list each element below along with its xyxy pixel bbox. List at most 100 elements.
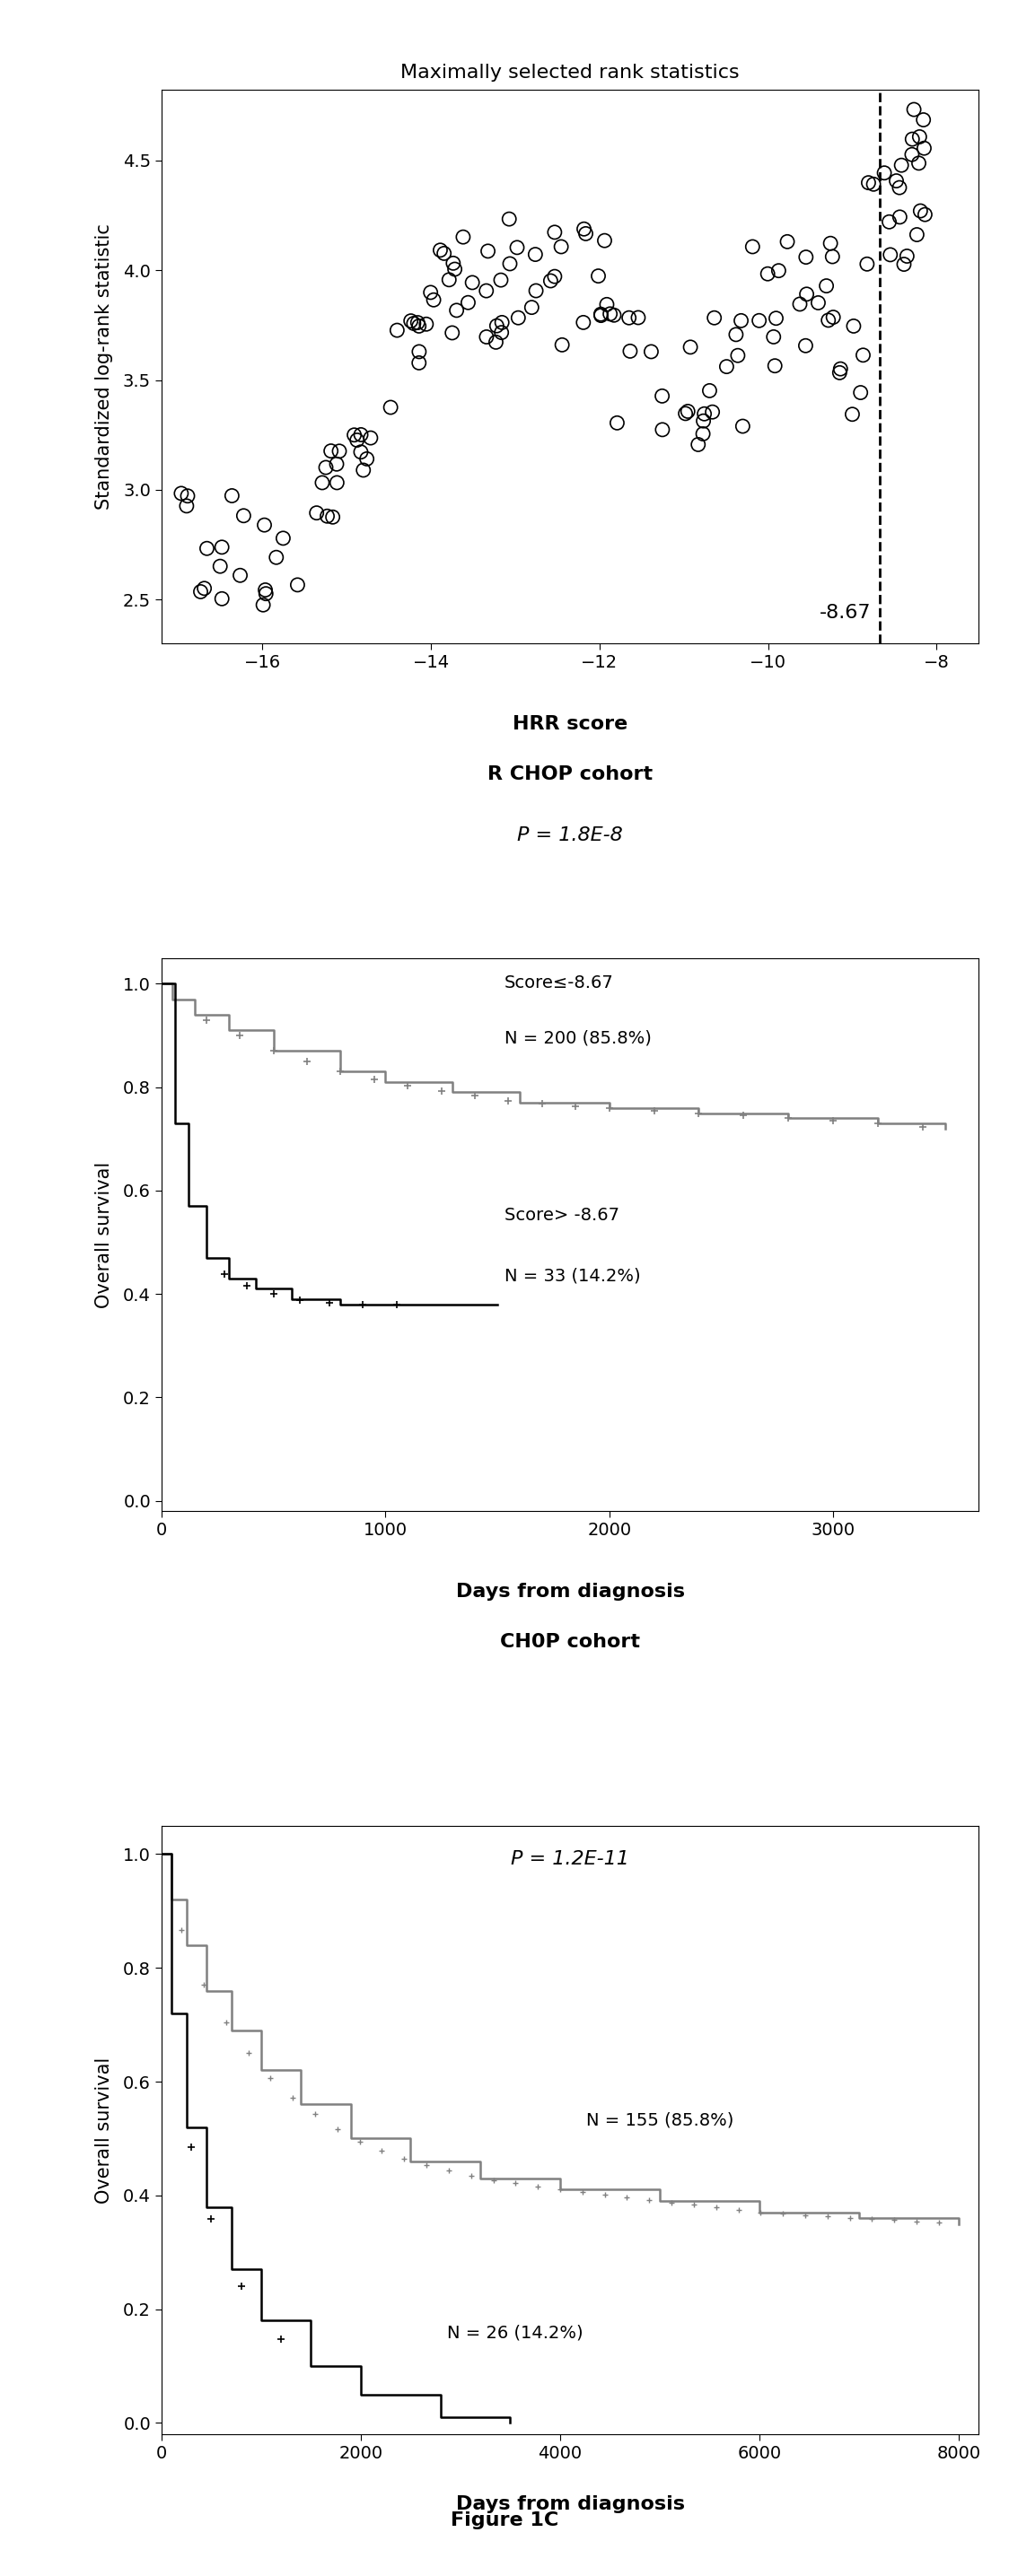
Point	[643, 332, 659, 374]
Point	[290, 564, 306, 605]
Point	[478, 317, 494, 358]
Point	[528, 270, 544, 312]
Point	[543, 260, 559, 301]
Y-axis label: Overall survival: Overall survival	[95, 2056, 113, 2202]
Point	[524, 286, 540, 327]
Point	[904, 134, 920, 175]
Point	[888, 160, 904, 201]
Point	[598, 283, 614, 325]
Point	[631, 296, 647, 337]
Text: Score> -8.67: Score> -8.67	[504, 1208, 620, 1224]
Point	[444, 312, 460, 353]
Point	[309, 492, 325, 533]
Text: Days from diagnosis: Days from diagnosis	[456, 2496, 684, 2514]
Point	[695, 412, 711, 453]
Point	[258, 572, 274, 613]
Point	[460, 281, 476, 322]
Point	[331, 430, 347, 471]
Point	[893, 144, 909, 185]
Point	[449, 289, 465, 330]
Point	[447, 250, 463, 291]
Point	[255, 585, 271, 626]
Text: N = 33 (14.2%): N = 33 (14.2%)	[504, 1267, 641, 1285]
Point	[915, 100, 931, 142]
Text: N = 155 (85.8%): N = 155 (85.8%)	[586, 2112, 734, 2128]
Point	[592, 294, 608, 335]
Point	[855, 335, 871, 376]
Point	[690, 425, 706, 466]
Point	[268, 536, 285, 577]
Point	[232, 554, 248, 595]
Text: -8.67: -8.67	[819, 603, 871, 621]
Point	[464, 263, 480, 304]
Title: Maximally selected rank statistics: Maximally selected rank statistics	[401, 64, 740, 82]
Point	[493, 301, 510, 343]
Point	[825, 296, 842, 337]
Y-axis label: Standardized log-rank statistic: Standardized log-rank statistic	[95, 224, 113, 510]
Point	[554, 325, 570, 366]
Point	[606, 294, 623, 335]
Point	[275, 518, 292, 559]
Text: Figure 1C: Figure 1C	[451, 2512, 558, 2530]
Point	[904, 118, 920, 160]
Y-axis label: Overall survival: Overall survival	[95, 1162, 113, 1309]
Point	[214, 577, 230, 618]
Point	[745, 227, 761, 268]
Point	[511, 296, 527, 337]
Point	[917, 193, 933, 234]
Point	[622, 330, 638, 371]
Point	[730, 335, 746, 376]
Point	[792, 283, 808, 325]
Point	[319, 495, 335, 536]
Point	[760, 252, 776, 294]
Point	[359, 438, 375, 479]
Point	[797, 325, 813, 366]
Point	[909, 214, 925, 255]
Point	[609, 402, 626, 443]
Point	[411, 343, 427, 384]
Point	[353, 415, 369, 456]
Point	[682, 327, 698, 368]
Point	[547, 211, 563, 252]
Point	[323, 430, 339, 471]
Point	[602, 294, 619, 335]
Point	[680, 392, 696, 433]
Text: N = 26 (14.2%): N = 26 (14.2%)	[447, 2324, 583, 2342]
Point	[362, 417, 378, 459]
Point	[509, 227, 525, 268]
Point	[590, 255, 606, 296]
Point	[706, 296, 722, 337]
Point	[916, 129, 932, 170]
Point	[824, 237, 840, 278]
Point	[235, 495, 251, 536]
Point	[767, 345, 783, 386]
Point	[432, 229, 448, 270]
Point	[480, 229, 496, 270]
Point	[733, 299, 749, 340]
Point	[654, 376, 670, 417]
Text: HRR score: HRR score	[513, 716, 628, 734]
Point	[876, 152, 892, 193]
Point	[846, 307, 862, 348]
Point	[325, 497, 341, 538]
Point	[436, 232, 452, 273]
Point	[891, 167, 907, 209]
Point	[578, 214, 594, 255]
Point	[488, 304, 504, 345]
Point	[818, 265, 834, 307]
Text: P = 1.8E-8: P = 1.8E-8	[518, 827, 623, 845]
Point	[899, 234, 915, 276]
Point	[593, 294, 609, 335]
Point	[596, 219, 612, 260]
Point	[866, 165, 882, 206]
Point	[621, 296, 637, 337]
Point	[576, 209, 592, 250]
Point	[318, 446, 334, 487]
Point	[353, 430, 369, 471]
Point	[423, 273, 439, 314]
Point	[696, 394, 712, 435]
Point	[212, 546, 228, 587]
Point	[575, 301, 591, 343]
Point	[528, 234, 544, 276]
Text: Days from diagnosis: Days from diagnosis	[456, 1584, 684, 1602]
